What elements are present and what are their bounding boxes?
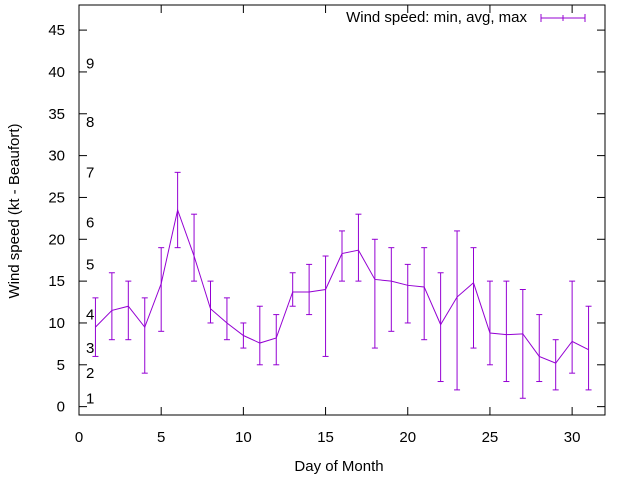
beaufort-label: 7 — [86, 164, 94, 181]
x-axis-ticks: 0 5 10 15 20 25 30 — [75, 5, 581, 446]
y-tick-label: 20 — [48, 231, 65, 248]
y-tick-label: 30 — [48, 148, 65, 165]
x-tick-label: 20 — [399, 429, 416, 446]
beaufort-label: 5 — [86, 256, 94, 273]
beaufort-label: 3 — [86, 340, 94, 357]
y-tick-label: 35 — [48, 106, 65, 123]
y-tick-label: 45 — [48, 22, 65, 39]
y-axis-label: Wind speed (kt - Beaufort) — [6, 123, 23, 298]
x-tick-label: 0 — [75, 429, 83, 446]
y-tick-label: 0 — [57, 399, 65, 416]
y-tick-label: 10 — [48, 315, 65, 332]
y-tick-label: 15 — [48, 273, 65, 290]
beaufort-label: 8 — [86, 114, 94, 131]
plot-border — [78, 4, 606, 416]
x-tick-label: 5 — [157, 429, 165, 446]
beaufort-label: 2 — [86, 365, 94, 382]
beaufort-label: 6 — [86, 215, 94, 232]
x-tick-label: 10 — [235, 429, 252, 446]
y-tick-label: 25 — [48, 189, 65, 206]
x-tick-label: 25 — [482, 429, 499, 446]
beaufort-label: 4 — [86, 307, 94, 324]
beaufort-label: 9 — [86, 56, 94, 73]
legend: Wind speed: min, avg, max — [346, 9, 586, 26]
x-tick-label: 15 — [317, 429, 334, 446]
y-tick-label: 5 — [57, 357, 65, 374]
x-tick-label: 30 — [564, 429, 581, 446]
beaufort-label: 1 — [86, 390, 94, 407]
legend-label: Wind speed: min, avg, max — [346, 9, 527, 26]
beaufort-labels: 1 2 3 4 5 6 7 8 9 — [86, 56, 94, 408]
x-axis-label: Day of Month — [294, 458, 383, 475]
series-layer — [92, 171, 592, 399]
y-tick-label: 40 — [48, 64, 65, 81]
avg-line — [95, 208, 589, 364]
